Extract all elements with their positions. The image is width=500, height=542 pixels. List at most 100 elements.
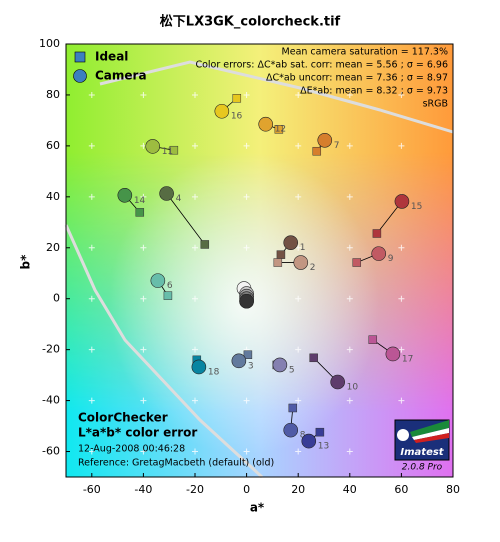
annotations: Mean camera saturation = 117.3% Color er… [195,47,448,110]
grid-cross [140,448,147,455]
ideal-point [288,403,298,413]
grid-cross [295,142,302,149]
logo-name: Imatest [400,447,444,458]
grid-cross [243,91,250,98]
patch-label: 8 [300,431,306,441]
x-tick-label: 80 [446,483,460,496]
grid-cross [192,142,198,149]
grid-cross [295,448,302,455]
annotation: Mean camera saturation = 117.3% [282,47,448,58]
grid-cross [295,295,302,302]
logo-stripe [412,428,449,440]
plot-frame [65,43,454,478]
patch-label: 15 [411,202,422,212]
gamut-boundary [99,60,454,134]
logo-stripe [410,420,449,437]
grid-cross [88,142,95,149]
logo-stripe [414,433,449,443]
y-tick-label: 60 [46,139,60,152]
patch-label: 16 [231,112,243,122]
y-tick-label: -20 [42,343,60,356]
grid-cross [398,142,405,149]
camera-point [301,433,317,449]
logo-dot [397,429,409,441]
y-axis-label: b* [19,254,33,270]
annotation: sRGB [423,99,448,110]
ideal-point [232,94,242,103]
grid-cross [88,244,95,251]
note: Reference: GretagMacbeth (default) (old) [78,458,274,469]
camera-point [159,186,174,201]
ideal-point [273,258,283,267]
y-tick-label: 0 [53,292,60,305]
patch-label: 7 [334,141,340,151]
camera-point [317,132,333,148]
ideal-point [312,146,322,156]
grid-cross [88,91,95,98]
grid-cross [140,91,147,98]
grid-cross [243,244,250,251]
y-tick-label: -60 [42,445,60,458]
grid-cross [346,91,353,98]
grid-cross [295,397,302,404]
grid-cross [88,397,95,404]
camera-point [272,357,288,373]
grid-cross [295,244,302,251]
camera-point [231,353,247,369]
camera-point [150,273,166,288]
x-tick-label: 40 [343,483,357,496]
ideal-point [243,350,253,359]
legend-marker [73,69,87,83]
camera-point [145,139,160,154]
patch-label: 9 [388,254,394,264]
patch-label: 11 [162,147,173,157]
annotation: ΔC*ab uncorr: mean = 7.36 ; σ = 8.97 [266,73,448,84]
ideal-point [372,229,382,238]
grid-cross [398,397,405,404]
ideal-point [276,250,286,259]
x-axis-label: a* [250,501,265,515]
grid-cross [192,193,198,200]
grid-cross [88,448,95,455]
patch-label: 1 [300,243,306,253]
patch-label: 5 [289,365,295,375]
note: ColorChecker [78,411,168,425]
grid-cross [88,346,95,353]
patch-label: 18 [208,367,220,377]
logo: Imatest 2.0.8 Pro [394,419,450,473]
camera-point [258,116,273,132]
grid-cross [243,193,250,200]
error-connector [166,193,206,245]
camera-point [117,187,133,203]
note: L*a*b* color error [78,426,197,440]
grid-cross [346,142,353,149]
grid-cross [140,193,147,200]
grid-cross [295,91,302,98]
camera-point [394,194,410,209]
grid-cross [398,244,405,251]
grid-cross [192,346,198,353]
patch-label: 10 [347,382,359,392]
grid-cross [140,142,147,149]
grid-cross [140,397,147,404]
camera-point [283,422,299,438]
grid-cross [346,397,353,404]
camera-point [371,246,386,261]
y-tick-label: -40 [42,394,60,407]
legend-label: Camera [95,69,147,83]
ideal-point [169,145,179,155]
camera-point [293,255,309,270]
grid-cross [140,244,147,251]
plot-background [64,44,454,479]
ideal-point [368,335,378,344]
ideal-point [274,125,284,134]
x-tick-label: -40 [134,483,152,496]
grid-cross [192,295,198,302]
grid-cross [346,346,353,353]
grid [88,91,405,455]
grid-cross [192,448,198,455]
x-tick-label: 20 [291,483,305,496]
